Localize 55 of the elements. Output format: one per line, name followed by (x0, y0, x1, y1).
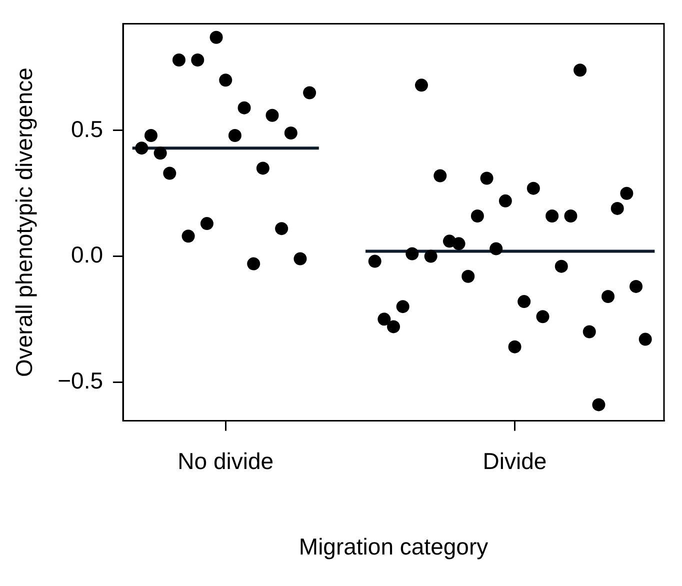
point (247, 257, 260, 270)
point (518, 295, 531, 308)
point (284, 126, 298, 140)
point (406, 247, 419, 260)
point (378, 312, 391, 326)
point (228, 129, 242, 142)
point (294, 252, 307, 266)
point (582, 325, 596, 338)
point (238, 101, 251, 114)
point (470, 210, 484, 223)
point (638, 332, 652, 346)
point (554, 260, 568, 273)
y-axis-title: Overall phenotypic divergence (11, 68, 38, 378)
point (592, 398, 606, 412)
point (424, 250, 438, 263)
point (434, 169, 447, 182)
point (163, 166, 176, 180)
point (210, 30, 223, 44)
point (368, 254, 382, 268)
point (630, 280, 643, 293)
point (536, 310, 550, 324)
point (414, 78, 428, 92)
x-tick-label: Divide (482, 448, 547, 474)
point (219, 74, 232, 87)
point (452, 237, 466, 250)
point (564, 210, 578, 223)
point (387, 320, 400, 334)
point (462, 270, 475, 283)
point (602, 290, 615, 304)
point (480, 172, 494, 185)
point (508, 340, 522, 354)
point (191, 54, 204, 67)
point (172, 54, 186, 67)
point (546, 210, 559, 223)
y-tick-label: −0.5 (58, 367, 104, 394)
point (200, 217, 214, 230)
y-tick-label: 0.5 (71, 116, 104, 142)
point (396, 300, 410, 314)
point (275, 222, 288, 236)
point (574, 64, 587, 77)
point (610, 202, 624, 215)
x-tick-label: No divide (178, 448, 274, 474)
point (154, 146, 167, 160)
point (135, 142, 148, 155)
point (144, 129, 158, 142)
point (303, 86, 316, 100)
point (266, 108, 279, 122)
point (490, 242, 503, 256)
point (526, 182, 540, 195)
y-tick-label: 0.0 (71, 242, 104, 268)
point (256, 162, 270, 175)
point (620, 186, 634, 200)
point (498, 194, 512, 208)
point (182, 230, 195, 243)
x-axis-title: Migration category (298, 534, 489, 560)
